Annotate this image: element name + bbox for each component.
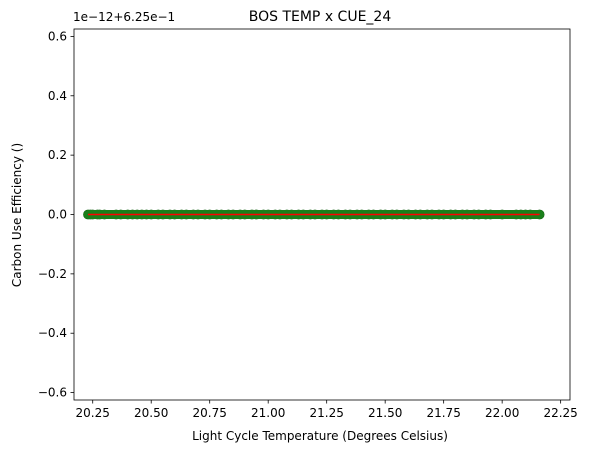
x-tick-label: 21.25 bbox=[309, 406, 343, 420]
y-tick-label: −0.4 bbox=[38, 326, 67, 340]
x-tick-label: 22.00 bbox=[485, 406, 519, 420]
x-axis-ticks: 20.25 20.50 20.75 21.00 21.25 21.50 21.75 22.00… bbox=[76, 400, 578, 420]
y-tick-label: 0.4 bbox=[48, 89, 67, 103]
y-tick-label: 0.6 bbox=[48, 29, 67, 43]
x-tick-label: 22.25 bbox=[543, 406, 577, 420]
y-tick-label: 0.2 bbox=[48, 148, 67, 162]
y-tick-label: −0.6 bbox=[38, 386, 67, 400]
x-tick-label: 20.25 bbox=[76, 406, 110, 420]
y-axis-label: Carbon Use Efficiency () bbox=[10, 143, 24, 287]
x-tick-label: 21.00 bbox=[251, 406, 285, 420]
x-axis-label: Light Cycle Temperature (Degrees Celsius… bbox=[192, 429, 448, 443]
y-tick-label: 0.0 bbox=[48, 208, 67, 222]
x-tick-label: 20.75 bbox=[193, 406, 227, 420]
chart-title: BOS TEMP x CUE_24 bbox=[249, 9, 392, 25]
x-tick-label: 21.50 bbox=[368, 406, 402, 420]
y-axis-ticks: −0.6 −0.4 −0.2 0.0 0.2 0.4 0.6 bbox=[38, 29, 74, 400]
x-tick-label: 21.75 bbox=[426, 406, 460, 420]
y-tick-label: −0.2 bbox=[38, 267, 67, 281]
y-axis-offset-text: 1e−12+6.25e−1 bbox=[73, 10, 175, 24]
x-tick-label: 20.50 bbox=[134, 406, 168, 420]
data-layer bbox=[83, 209, 545, 220]
